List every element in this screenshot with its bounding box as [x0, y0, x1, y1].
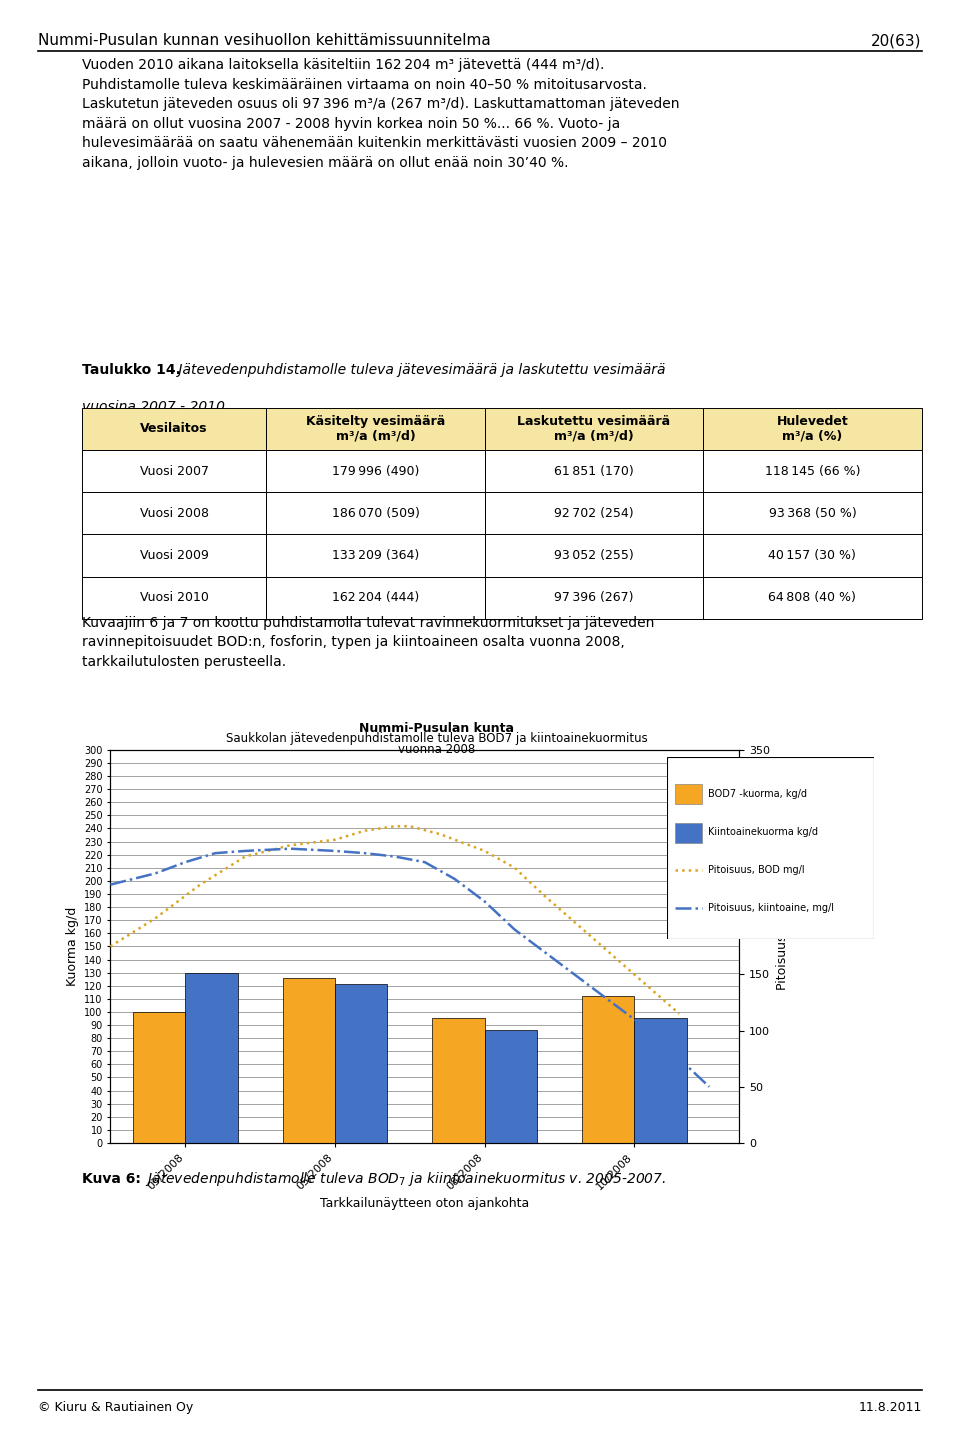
FancyBboxPatch shape	[82, 492, 266, 534]
FancyBboxPatch shape	[266, 408, 485, 450]
Text: vuonna 2008: vuonna 2008	[398, 743, 475, 756]
Text: BOD7 -kuorma, kg/d: BOD7 -kuorma, kg/d	[708, 789, 807, 798]
Bar	[676, 823, 703, 843]
FancyBboxPatch shape	[703, 492, 922, 534]
Text: Vuoden 2010 aikana laitoksella käsiteltiin 162 204 m³ jätevettä (444 m³/d).
Puhd: Vuoden 2010 aikana laitoksella käsitelti…	[82, 58, 679, 170]
Bar	[582, 996, 635, 1143]
Text: vuosina 2007 - 2010.: vuosina 2007 - 2010.	[82, 399, 229, 414]
Text: Jätevedenpuhdistamolle tuleva jätevesimäärä ja laskutettu vesimäärä: Jätevedenpuhdistamolle tuleva jätevesimä…	[174, 363, 665, 377]
Bar	[485, 1031, 537, 1143]
Text: Vuosi 2009: Vuosi 2009	[139, 549, 208, 562]
FancyBboxPatch shape	[485, 450, 703, 492]
Text: 61 851 (170): 61 851 (170)	[554, 464, 634, 478]
Bar	[432, 1019, 485, 1143]
Text: 64 808 (40 %): 64 808 (40 %)	[768, 591, 856, 604]
Text: 20(63): 20(63)	[871, 33, 922, 48]
Bar	[132, 1012, 185, 1143]
Text: 118 145 (66 %): 118 145 (66 %)	[765, 464, 860, 478]
Y-axis label: Pitoisuus mg/l: Pitoisuus mg/l	[776, 903, 788, 990]
Text: Käsitelty vesimäärä
m³/a (m³/d): Käsitelty vesimäärä m³/a (m³/d)	[306, 415, 445, 443]
FancyBboxPatch shape	[667, 757, 874, 939]
FancyBboxPatch shape	[266, 534, 485, 577]
FancyBboxPatch shape	[703, 450, 922, 492]
Text: 93 368 (50 %): 93 368 (50 %)	[769, 507, 856, 520]
FancyBboxPatch shape	[485, 577, 703, 619]
Text: 92 702 (254): 92 702 (254)	[554, 507, 634, 520]
Text: Saukkolan jätevedenpuhdistamolle tuleva BOD7 ja kiintoainekuormitus: Saukkolan jätevedenpuhdistamolle tuleva …	[226, 732, 648, 745]
FancyBboxPatch shape	[82, 577, 266, 619]
Bar	[676, 785, 703, 804]
Bar	[335, 984, 388, 1143]
FancyBboxPatch shape	[82, 534, 266, 577]
FancyBboxPatch shape	[703, 408, 922, 450]
Text: 97 396 (267): 97 396 (267)	[554, 591, 634, 604]
Text: Jätevedenpuhdistamolle tuleva BOD$_7$ ja kiintoainekuormitus v. 2005-2007.: Jätevedenpuhdistamolle tuleva BOD$_7$ ja…	[143, 1171, 666, 1188]
Text: Vuosi 2007: Vuosi 2007	[139, 464, 208, 478]
Text: 162 204 (444): 162 204 (444)	[332, 591, 420, 604]
Text: Pitoisuus, kiintoaine, mg/l: Pitoisuus, kiintoaine, mg/l	[708, 903, 834, 913]
Text: Hulevedet
m³/a (%): Hulevedet m³/a (%)	[777, 415, 849, 443]
Text: Nummi-Pusulan kunnan vesihuollon kehittämissuunnitelma: Nummi-Pusulan kunnan vesihuollon kehittä…	[38, 33, 492, 48]
Text: Kuva 6:: Kuva 6:	[82, 1172, 140, 1187]
Y-axis label: Kuorma kg/d: Kuorma kg/d	[65, 907, 79, 986]
FancyBboxPatch shape	[703, 577, 922, 619]
X-axis label: Tarkkailunäytteen oton ajankohta: Tarkkailunäytteen oton ajankohta	[321, 1197, 529, 1210]
Text: Vesilaitos: Vesilaitos	[140, 422, 207, 435]
Text: Laskutettu vesimäärä
m³/a (m³/d): Laskutettu vesimäärä m³/a (m³/d)	[517, 415, 671, 443]
Text: Taulukko 14.: Taulukko 14.	[82, 363, 180, 377]
Text: Kuvaajiin 6 ja 7 on koottu puhdistamolla tulevat ravinnekuormitukset ja jätevede: Kuvaajiin 6 ja 7 on koottu puhdistamolla…	[82, 616, 654, 668]
Text: Nummi-Pusulan kunta: Nummi-Pusulan kunta	[359, 722, 515, 735]
Text: Kiintoainekuorma kg/d: Kiintoainekuorma kg/d	[708, 827, 819, 837]
Text: 133 209 (364): 133 209 (364)	[332, 549, 420, 562]
Text: 40 157 (30 %): 40 157 (30 %)	[768, 549, 856, 562]
FancyBboxPatch shape	[266, 450, 485, 492]
Bar	[635, 1019, 686, 1143]
FancyBboxPatch shape	[485, 492, 703, 534]
Bar	[185, 973, 238, 1143]
Text: 186 070 (509): 186 070 (509)	[331, 507, 420, 520]
Bar	[282, 978, 335, 1143]
FancyBboxPatch shape	[266, 577, 485, 619]
FancyBboxPatch shape	[703, 534, 922, 577]
Text: 179 996 (490): 179 996 (490)	[332, 464, 420, 478]
FancyBboxPatch shape	[485, 408, 703, 450]
FancyBboxPatch shape	[82, 450, 266, 492]
Text: Pitoisuus, BOD mg/l: Pitoisuus, BOD mg/l	[708, 865, 805, 875]
FancyBboxPatch shape	[266, 492, 485, 534]
Text: © Kiuru & Rautiainen Oy: © Kiuru & Rautiainen Oy	[38, 1401, 194, 1414]
FancyBboxPatch shape	[82, 408, 266, 450]
FancyBboxPatch shape	[485, 534, 703, 577]
Text: 93 052 (255): 93 052 (255)	[554, 549, 634, 562]
Text: Vuosi 2008: Vuosi 2008	[139, 507, 208, 520]
Text: Vuosi 2010: Vuosi 2010	[139, 591, 208, 604]
Text: 11.8.2011: 11.8.2011	[858, 1401, 922, 1414]
